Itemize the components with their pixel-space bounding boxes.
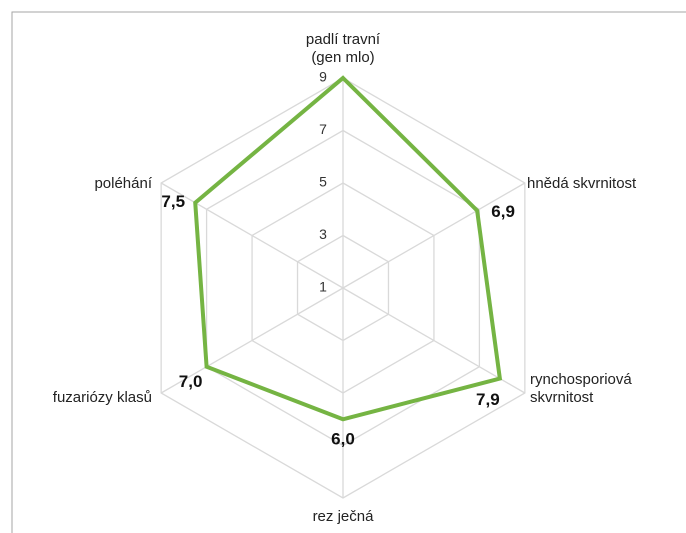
data-label: 7,5 bbox=[161, 192, 185, 211]
tick-label: 1 bbox=[319, 279, 327, 295]
data-label: 7,0 bbox=[179, 372, 203, 391]
category-label: padlí travní bbox=[306, 31, 381, 48]
data-label: 6,0 bbox=[331, 430, 355, 449]
category-label: rez ječná bbox=[313, 508, 375, 525]
data-label: 6,9 bbox=[491, 202, 515, 221]
series-line bbox=[193, 75, 503, 422]
category-label: rynchosporiová bbox=[530, 371, 632, 388]
frame bbox=[11, 11, 686, 533]
tick-label: 3 bbox=[319, 226, 327, 242]
tick-label: 7 bbox=[319, 121, 327, 137]
category-label: hnědá skvrnitost bbox=[527, 175, 637, 192]
data-label: 7,9 bbox=[476, 390, 500, 409]
spoke bbox=[160, 287, 344, 394]
tick-label: 9 bbox=[319, 69, 327, 85]
category-label: skvrnitost bbox=[530, 389, 594, 406]
category-label: poléhání bbox=[94, 175, 152, 192]
spoke bbox=[342, 287, 526, 394]
spoke bbox=[160, 182, 344, 289]
spoke bbox=[342, 182, 526, 289]
tick-label: 5 bbox=[319, 174, 327, 190]
category-label: (gen mlo) bbox=[311, 49, 374, 66]
category-label: fuzariózy klasů bbox=[53, 389, 152, 406]
